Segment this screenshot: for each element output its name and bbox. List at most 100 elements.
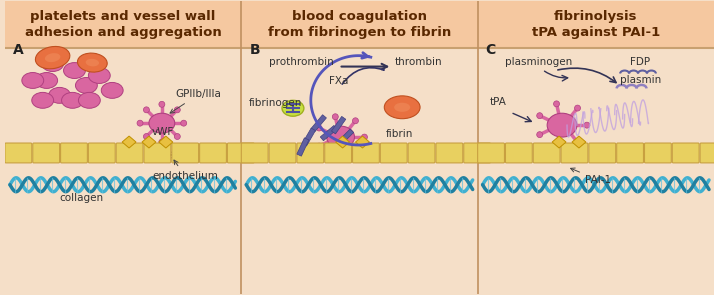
Polygon shape [336,136,350,148]
Ellipse shape [78,53,107,72]
Text: fibrin: fibrin [386,129,413,139]
Circle shape [137,120,143,126]
Circle shape [353,150,358,156]
Circle shape [159,139,165,145]
Ellipse shape [547,113,577,137]
Text: endothelium: endothelium [152,160,218,181]
Ellipse shape [45,53,61,62]
Polygon shape [552,136,566,148]
FancyBboxPatch shape [506,143,532,163]
FancyBboxPatch shape [561,143,588,163]
FancyBboxPatch shape [617,143,643,163]
Text: thrombin: thrombin [394,57,442,67]
Text: C: C [486,43,496,57]
Text: vWF: vWF [152,127,174,137]
FancyBboxPatch shape [381,143,407,163]
FancyBboxPatch shape [408,143,435,163]
Ellipse shape [36,73,58,88]
Ellipse shape [61,92,84,108]
Text: B: B [249,43,260,57]
Circle shape [181,120,186,126]
FancyBboxPatch shape [464,143,491,163]
FancyBboxPatch shape [533,143,560,163]
Polygon shape [302,128,316,146]
Polygon shape [297,138,309,156]
Polygon shape [122,136,136,148]
Circle shape [537,132,543,137]
Ellipse shape [101,83,123,98]
Ellipse shape [22,73,44,88]
FancyBboxPatch shape [227,143,254,163]
Circle shape [575,139,580,145]
Ellipse shape [41,56,64,71]
FancyBboxPatch shape [645,143,671,163]
Ellipse shape [149,113,175,133]
Ellipse shape [89,68,110,83]
FancyBboxPatch shape [478,143,505,163]
FancyBboxPatch shape [144,143,171,163]
Circle shape [361,134,368,140]
Polygon shape [338,129,353,145]
Ellipse shape [327,126,355,148]
FancyBboxPatch shape [172,143,198,163]
Polygon shape [572,136,586,148]
Ellipse shape [36,46,70,69]
Text: A: A [13,43,24,57]
FancyBboxPatch shape [269,143,296,163]
FancyBboxPatch shape [353,143,379,163]
Ellipse shape [49,87,71,103]
Circle shape [332,114,338,120]
Polygon shape [356,136,369,148]
Circle shape [144,134,149,140]
Text: GPIIb/IIIa: GPIIb/IIIa [170,89,221,113]
Circle shape [553,101,560,107]
Text: tPA: tPA [490,97,506,107]
Circle shape [537,113,543,119]
Circle shape [332,154,338,160]
Circle shape [144,107,149,113]
Text: plasminogen: plasminogen [506,57,573,67]
FancyBboxPatch shape [241,143,268,163]
FancyBboxPatch shape [200,143,226,163]
Text: FDP: FDP [630,57,650,67]
FancyBboxPatch shape [673,143,699,163]
Ellipse shape [394,103,411,112]
Circle shape [575,105,580,111]
FancyBboxPatch shape [33,143,59,163]
FancyBboxPatch shape [325,143,351,163]
FancyBboxPatch shape [700,143,714,163]
Polygon shape [331,117,346,134]
Ellipse shape [282,100,304,116]
FancyBboxPatch shape [436,143,463,163]
Circle shape [174,134,181,140]
Text: prothrombin: prothrombin [269,57,334,67]
Circle shape [174,107,181,113]
Text: plasmin: plasmin [620,76,661,86]
Ellipse shape [31,92,54,108]
Text: fibrinolysis
tPA against PAI-1: fibrinolysis tPA against PAI-1 [532,10,660,39]
FancyArrowPatch shape [342,68,384,84]
Ellipse shape [384,96,420,119]
FancyBboxPatch shape [589,143,615,163]
FancyBboxPatch shape [116,143,143,163]
Bar [5,1,714,48]
Circle shape [553,143,560,150]
Text: blood coagulation
from fibrinogen to fibrin: blood coagulation from fibrinogen to fib… [268,10,451,39]
FancyBboxPatch shape [89,143,115,163]
Text: platelets and vessel wall
adhesion and aggregation: platelets and vessel wall adhesion and a… [25,10,221,39]
Circle shape [316,143,322,149]
Text: fibrinogen: fibrinogen [249,98,303,108]
Polygon shape [311,115,326,132]
Ellipse shape [64,63,86,78]
Circle shape [316,125,322,131]
Circle shape [584,122,590,128]
Ellipse shape [76,78,97,94]
Text: collagen: collagen [59,193,104,203]
Polygon shape [142,136,156,148]
Circle shape [159,101,165,107]
Polygon shape [321,125,337,141]
Text: PAI-1: PAI-1 [570,168,611,185]
Polygon shape [159,136,173,148]
Ellipse shape [86,59,99,66]
FancyBboxPatch shape [297,143,323,163]
